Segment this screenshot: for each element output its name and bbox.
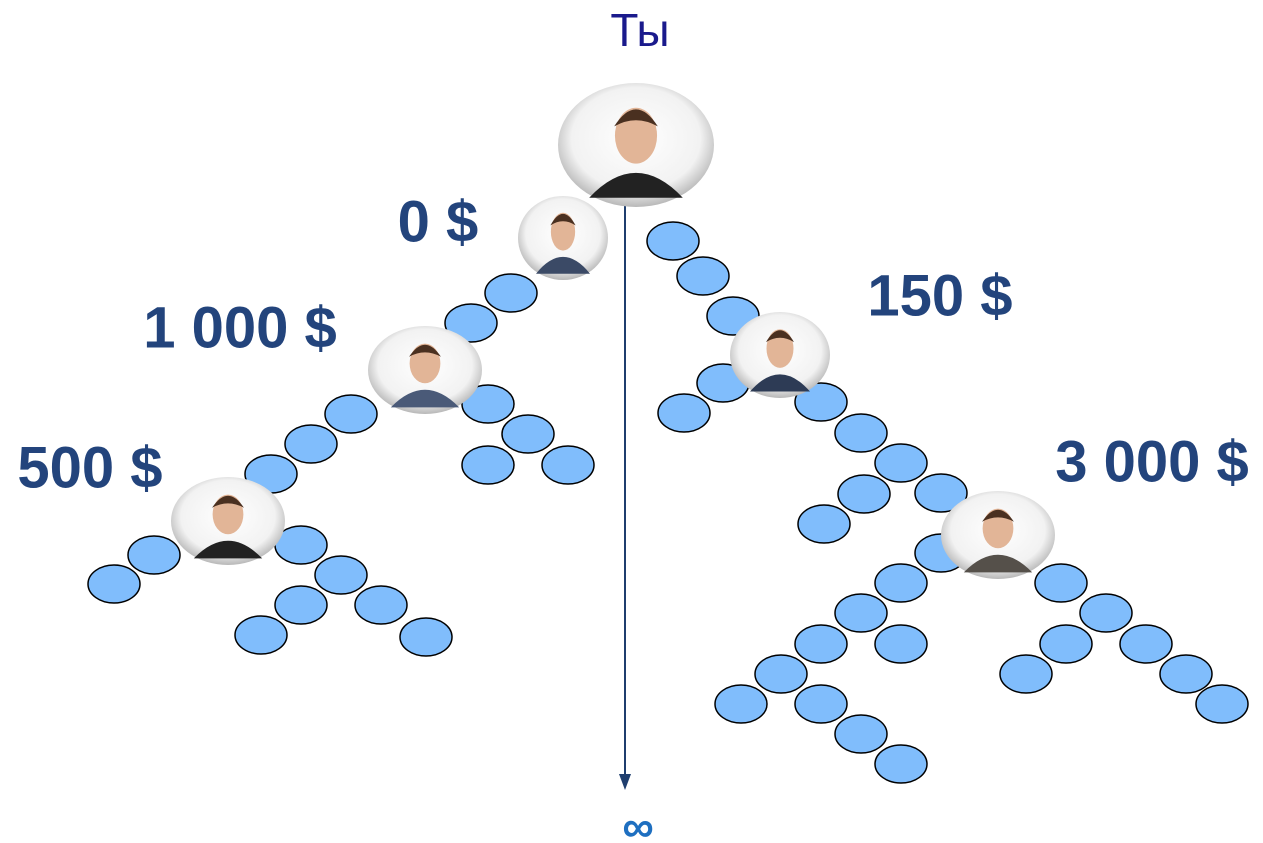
tree-node — [1119, 624, 1173, 664]
tree-node — [284, 424, 338, 464]
tree-node — [444, 303, 498, 343]
tree-node — [837, 474, 891, 514]
tree-node — [127, 535, 181, 575]
photo-hair — [982, 509, 1014, 522]
tree-node — [657, 393, 711, 433]
tree-node — [234, 615, 288, 655]
tree-node — [1079, 593, 1133, 633]
tree-node — [794, 684, 848, 724]
node-label: 3 000 $ — [1055, 429, 1249, 494]
tree-node — [399, 617, 453, 657]
tree-node — [646, 221, 700, 261]
tree-node — [834, 413, 888, 453]
tree-node — [501, 414, 555, 454]
photo-body — [390, 389, 460, 408]
tree-node — [794, 382, 848, 422]
tree-node — [874, 443, 928, 483]
tree-node — [1195, 684, 1249, 724]
tree-node — [999, 654, 1053, 694]
person-photo — [730, 312, 830, 398]
tree-node — [914, 473, 968, 513]
tree-node — [797, 504, 851, 544]
title: Ты — [610, 4, 669, 56]
tree-node — [874, 624, 928, 664]
tree-node — [874, 744, 928, 784]
tree-node — [834, 593, 888, 633]
tree-node — [794, 624, 848, 664]
photo-body — [963, 554, 1033, 573]
tree-node — [461, 445, 515, 485]
tree-node — [1159, 654, 1213, 694]
photo-hair — [409, 344, 441, 357]
node-label: 1 000 $ — [143, 295, 337, 360]
tree-node — [314, 555, 368, 595]
photo-hair — [614, 109, 658, 127]
node-label: 150 $ — [867, 263, 1012, 328]
photos — [171, 83, 1055, 579]
tree-node — [1039, 624, 1093, 664]
tree-node — [354, 585, 408, 625]
person-photo — [941, 491, 1055, 579]
node-label: 500 $ — [17, 435, 162, 500]
photo-body — [193, 540, 263, 559]
tree-node — [274, 585, 328, 625]
tree-node — [541, 445, 595, 485]
infinity: ∞ — [622, 803, 653, 843]
photo-face — [766, 329, 794, 368]
photo-hair — [212, 495, 244, 508]
arrow-head — [619, 774, 631, 790]
tree-node — [676, 256, 730, 296]
tree-node — [1034, 563, 1088, 603]
photo-face — [614, 107, 658, 164]
person-photo — [558, 83, 714, 207]
person-photo — [171, 477, 285, 565]
person-photo — [518, 196, 608, 280]
photo-face — [982, 508, 1014, 549]
photo-face — [550, 212, 576, 251]
tree-node — [754, 654, 808, 694]
photo-hair — [766, 330, 794, 343]
photo-body — [536, 256, 590, 274]
tree-node — [834, 714, 888, 754]
photo-face — [409, 343, 441, 384]
photo-body — [750, 374, 810, 392]
tree-node — [484, 273, 538, 313]
tree-node — [461, 384, 515, 424]
tree-node — [874, 563, 928, 603]
photo-face — [212, 494, 244, 535]
tree-node — [324, 394, 378, 434]
node-label: 0 $ — [398, 189, 479, 254]
photo-hair — [550, 213, 576, 226]
person-photo — [368, 326, 482, 414]
tree-node — [714, 684, 768, 724]
tree-node — [87, 564, 141, 604]
photo-body — [589, 172, 683, 198]
